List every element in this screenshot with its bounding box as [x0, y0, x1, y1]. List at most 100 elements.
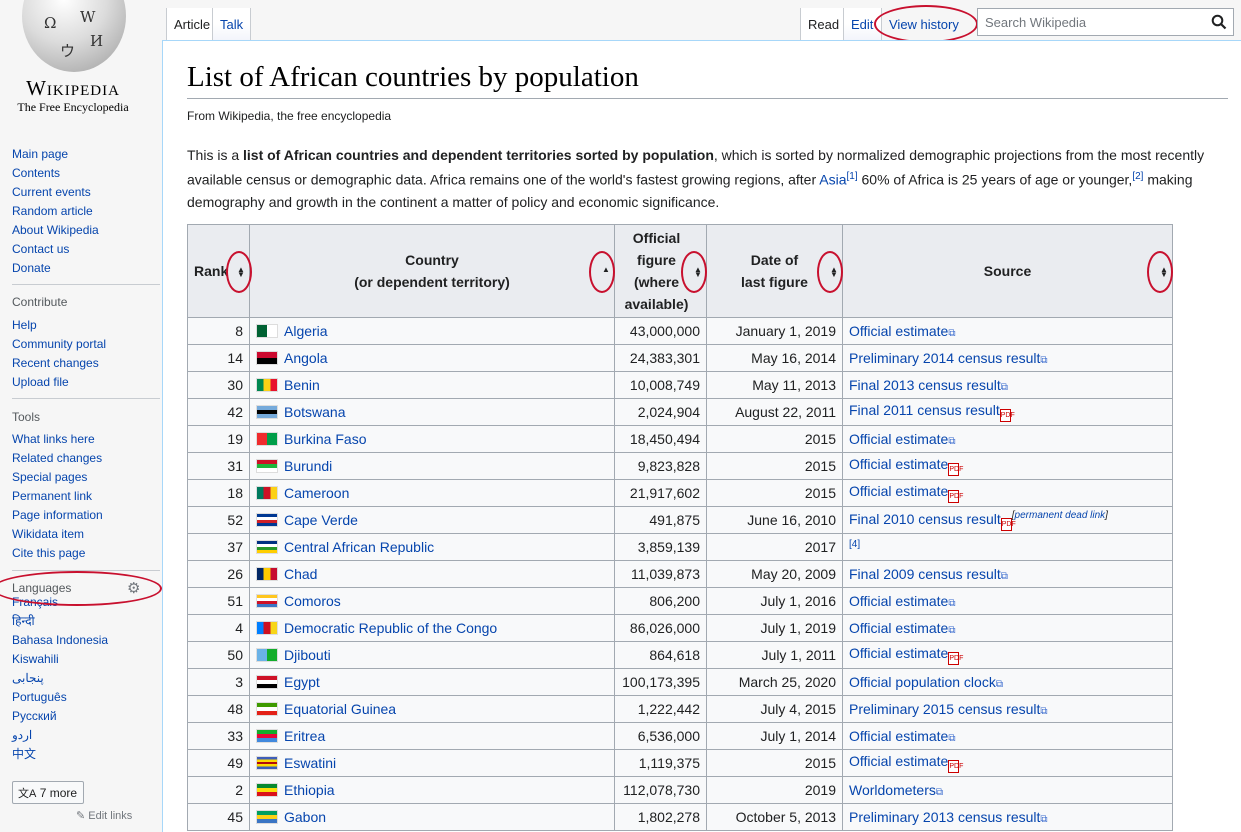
sidebar-item-tools-4[interactable]: Page information — [12, 508, 103, 522]
source-link[interactable]: Official estimate — [849, 431, 949, 447]
wikipedia-logo[interactable]: Ω W И ウ Wikipedia The Free Encyclopedia — [0, 0, 162, 140]
sidebar-item-main-2[interactable]: Current events — [12, 185, 91, 199]
official-figure-cell: 100,173,395 — [614, 668, 707, 696]
table-row: 37 Central African Republic 3,859,139 2017 [… — [187, 533, 1173, 561]
sidebar-item-tools-1[interactable]: Related changes — [12, 451, 103, 465]
search-input[interactable] — [978, 9, 1222, 35]
header-official-figure[interactable]: Official figure (where available) ▲ ▼ — [614, 224, 707, 318]
official-figure-cell: 10,008,749 — [614, 371, 707, 399]
country-cell: Burkina Faso — [249, 425, 615, 453]
country-link[interactable]: Gabon — [284, 809, 327, 825]
sidebar-item-language-3[interactable]: Kiswahili — [12, 652, 59, 666]
source-link[interactable]: Official estimate — [849, 456, 949, 472]
country-link[interactable]: Eswatini — [284, 755, 337, 771]
sort-ascending-icon[interactable]: ▲ — [602, 265, 610, 274]
sidebar-item-language-4[interactable]: پنجابی — [12, 671, 44, 685]
sort-icon[interactable]: ▲ ▼ — [1160, 265, 1168, 279]
source-link[interactable]: Official population clock — [849, 674, 996, 690]
sidebar-item-contribute-1[interactable]: Community portal — [12, 337, 107, 351]
country-link[interactable]: Egypt — [284, 674, 320, 690]
source-link[interactable]: Official estimate — [849, 593, 949, 609]
tab-edit[interactable]: Edit — [844, 8, 882, 40]
reference-link[interactable]: [4] — [849, 538, 861, 550]
country-link[interactable]: Comoros — [284, 593, 341, 609]
page-title: List of African countries by population — [187, 61, 639, 93]
reference-2[interactable]: [2] — [1132, 171, 1144, 182]
edit-links-link[interactable]: ✎ Edit links — [76, 810, 133, 822]
search-box — [977, 8, 1234, 36]
source-link[interactable]: Preliminary 2013 census result — [849, 809, 1041, 825]
country-link[interactable]: Djibouti — [284, 647, 331, 663]
source-link[interactable]: Final 2009 census result — [849, 566, 1001, 582]
table-row: 51 Comoros 806,200 July 1, 2016 Official est… — [187, 587, 1173, 615]
country-link[interactable]: Algeria — [284, 323, 328, 339]
asia-link[interactable]: Asia — [819, 171, 847, 188]
source-link[interactable]: Final 2013 census result — [849, 377, 1001, 393]
pdf-icon: PDF — [948, 652, 963, 665]
source-link[interactable]: Preliminary 2014 census result — [849, 350, 1041, 366]
source-link[interactable]: Official estimate — [849, 753, 949, 769]
sidebar-item-language-7[interactable]: اردو — [12, 728, 33, 742]
sort-icon[interactable]: ▲ ▼ — [694, 265, 702, 279]
nav-divider — [12, 284, 160, 285]
country-link[interactable]: Equatorial Guinea — [284, 701, 397, 717]
source-link[interactable]: Final 2010 census result — [849, 510, 1001, 527]
search-icon[interactable] — [1211, 14, 1227, 30]
source-link[interactable]: Preliminary 2015 census result — [849, 701, 1041, 717]
country-link[interactable]: Burundi — [284, 458, 333, 474]
sidebar-item-contribute-2[interactable]: Recent changes — [12, 356, 99, 370]
dead-link-note-link[interactable]: permanent dead link — [1014, 509, 1106, 521]
sidebar-item-language-2[interactable]: Bahasa Indonesia — [12, 633, 109, 647]
country-link[interactable]: Chad — [284, 566, 318, 582]
sidebar-item-language-6[interactable]: Русский — [12, 709, 57, 723]
sidebar-item-tools-0[interactable]: What links here — [12, 432, 95, 446]
sidebar-item-main-4[interactable]: About Wikipedia — [12, 223, 99, 237]
sort-icon[interactable]: ▲ ▼ — [237, 265, 245, 279]
source-link[interactable]: Official estimate — [849, 620, 949, 636]
wikipedia-globe-icon: Ω W И ウ — [22, 0, 126, 72]
source-link[interactable]: Official estimate — [849, 483, 949, 499]
date-cell: July 1, 2019 — [706, 614, 843, 642]
sidebar-item-language-5[interactable]: Português — [12, 690, 67, 704]
sidebar-item-contribute-0[interactable]: Help — [12, 318, 37, 332]
sidebar-item-language-1[interactable]: हिन्दी — [12, 614, 35, 628]
more-languages-button[interactable]: 文A 7 more — [12, 781, 84, 804]
country-link[interactable]: Botswana — [284, 404, 346, 420]
source-link[interactable]: Official estimate — [849, 728, 949, 744]
language-settings-gear-icon[interactable]: ⚙ — [127, 580, 141, 597]
sidebar-item-main-3[interactable]: Random article — [12, 204, 93, 218]
tab-view-history[interactable]: View history — [889, 17, 959, 32]
tab-article[interactable]: Article — [166, 8, 213, 40]
country-link[interactable]: Angola — [284, 350, 328, 366]
reference-1[interactable]: [1] — [846, 171, 858, 182]
header-country[interactable]: Country (or dependent territory) ▲ — [249, 224, 615, 318]
header-date[interactable]: Date of last figure ▲ ▼ — [706, 224, 843, 318]
sidebar-item-contribute-3[interactable]: Upload file — [12, 375, 69, 389]
sidebar-item-tools-5[interactable]: Wikidata item — [12, 527, 85, 541]
country-link[interactable]: Central African Republic — [284, 539, 435, 555]
country-link[interactable]: Cape Verde — [284, 512, 358, 528]
sidebar-item-main-6[interactable]: Donate — [12, 261, 51, 275]
country-link[interactable]: Cameroon — [284, 485, 350, 501]
sidebar-item-tools-6[interactable]: Cite this page — [12, 546, 86, 560]
sort-icon[interactable]: ▲ ▼ — [830, 265, 838, 279]
sidebar-item-main-5[interactable]: Contact us — [12, 242, 70, 256]
source-link[interactable]: Final 2011 census result — [849, 402, 1000, 418]
source-link[interactable]: Official estimate — [849, 323, 949, 339]
tab-read[interactable]: Read — [800, 8, 844, 40]
country-link[interactable]: Burkina Faso — [284, 431, 367, 447]
source-link[interactable]: Official estimate — [849, 645, 949, 661]
tab-talk[interactable]: Talk — [213, 8, 251, 40]
sidebar-item-tools-2[interactable]: Special pages — [12, 470, 88, 484]
sidebar-item-tools-3[interactable]: Permanent link — [12, 489, 93, 503]
source-link[interactable]: Worldometers — [849, 782, 936, 798]
country-link[interactable]: Ethiopia — [284, 782, 335, 798]
country-link[interactable]: Eritrea — [284, 728, 326, 744]
sidebar-item-language-8[interactable]: 中文 — [12, 747, 37, 761]
header-source[interactable]: Source ▲ ▼ — [842, 224, 1173, 318]
country-link[interactable]: Benin — [284, 377, 320, 393]
sidebar-item-main-0[interactable]: Main page — [12, 147, 69, 161]
sidebar-item-main-1[interactable]: Contents — [12, 166, 61, 180]
header-rank[interactable]: Rank ▲ ▼ — [187, 224, 250, 318]
country-link[interactable]: Democratic Republic of the Congo — [284, 620, 498, 636]
